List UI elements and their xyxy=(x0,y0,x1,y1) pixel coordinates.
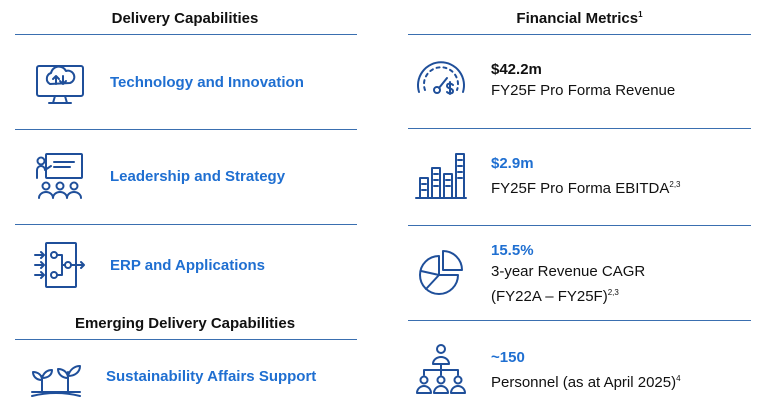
metric-description: 3-year Revenue CAGR xyxy=(491,263,646,280)
divider xyxy=(15,34,357,35)
gauge-dollar-icon xyxy=(413,52,469,108)
divider xyxy=(408,225,751,226)
capability-label: ERP and Applications xyxy=(110,256,266,274)
capability-item-technology: Technology and Innovation xyxy=(32,54,304,110)
capability-item-leadership: Leadership and Strategy xyxy=(32,148,285,204)
metric-cagr: 15.5% 3-year Revenue CAGR (FY22A – FY25F… xyxy=(413,240,645,307)
metric-revenue: $42.2m FY25F Pro Forma Revenue xyxy=(413,52,675,108)
divider xyxy=(15,339,357,340)
capability-item-erp: ERP and Applications xyxy=(32,237,265,293)
metric-description-period: (FY22A – FY25F)2,3 xyxy=(491,288,619,305)
metric-ebitda: $2.9m FY25F Pro Forma EBITDA2,3 xyxy=(413,148,681,204)
footnote-marker: 1 xyxy=(638,10,643,19)
metric-value: $42.2m xyxy=(491,61,542,78)
metric-description: FY25F Pro Forma Revenue xyxy=(491,82,676,99)
divider xyxy=(408,34,751,35)
metric-value: 15.5% xyxy=(491,242,534,259)
capability-label: Leadership and Strategy xyxy=(110,167,286,185)
footnote-marker: 2,3 xyxy=(607,288,619,297)
capability-item-sustainability: Sustainability Affairs Support xyxy=(28,348,316,404)
seedling-icon xyxy=(28,348,84,404)
financial-metrics-title: Financial Metrics1 xyxy=(516,10,643,27)
capability-label: Sustainability Affairs Support xyxy=(106,367,317,385)
capability-label: Technology and Innovation xyxy=(110,73,304,91)
footnote-marker: 2,3 xyxy=(669,180,681,189)
metric-value: $2.9m xyxy=(491,155,534,172)
footnote-marker: 4 xyxy=(676,374,681,383)
divider xyxy=(15,129,357,130)
network-flow-icon xyxy=(32,237,88,293)
emerging-capabilities-title: Emerging Delivery Capabilities xyxy=(74,315,296,332)
delivery-capabilities-title: Delivery Capabilities xyxy=(111,10,259,27)
divider xyxy=(408,320,751,321)
divider xyxy=(408,128,751,129)
metric-description: Personnel (as at April 2025)4 xyxy=(491,374,681,391)
metric-personnel: ~150 Personnel (as at April 2025)4 xyxy=(413,342,681,398)
bar-buildings-icon xyxy=(413,148,469,204)
cloud-monitor-icon xyxy=(32,54,88,110)
metric-description: FY25F Pro Forma EBITDA2,3 xyxy=(491,180,681,197)
presentation-team-icon xyxy=(32,148,88,204)
org-chart-people-icon xyxy=(413,342,469,398)
metric-value: ~150 xyxy=(491,349,525,366)
pie-chart-icon xyxy=(413,246,469,302)
divider xyxy=(15,224,357,225)
